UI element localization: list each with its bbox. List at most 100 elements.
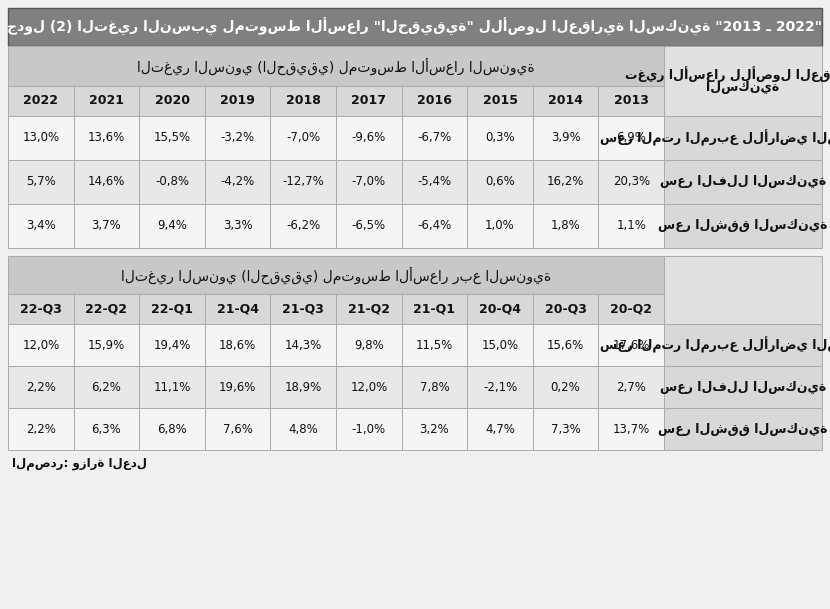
Text: 2,2%: 2,2% [26,423,56,435]
Text: 2016: 2016 [417,94,452,108]
Text: -6,5%: -6,5% [352,219,386,233]
Bar [533,324,598,366]
Bar [664,324,822,366]
Text: 2,7%: 2,7% [616,381,646,393]
Bar [139,86,205,116]
Text: 2017: 2017 [351,94,386,108]
Text: 20-Q3: 20-Q3 [544,303,587,315]
Text: 3,9%: 3,9% [551,132,580,144]
Bar [8,294,74,324]
Text: 2021: 2021 [89,94,124,108]
Bar [533,160,598,204]
Text: المصدر: وزارة العدل: المصدر: وزارة العدل [12,457,147,471]
Bar [271,408,336,450]
Text: 9,4%: 9,4% [157,219,187,233]
Text: 6,3%: 6,3% [91,423,121,435]
Text: 0,3%: 0,3% [486,132,515,144]
Text: السكنية: السكنية [706,82,779,94]
Text: 22-Q2: 22-Q2 [85,303,127,315]
Bar [139,116,205,160]
Bar [402,160,467,204]
Text: 15,9%: 15,9% [88,339,125,351]
Bar [533,86,598,116]
Bar [664,256,822,324]
Bar [139,204,205,248]
Text: 3,4%: 3,4% [26,219,56,233]
Bar [598,86,664,116]
Text: 2020: 2020 [154,94,189,108]
Bar [139,366,205,408]
Text: 7,6%: 7,6% [222,423,252,435]
Text: 0,2%: 0,2% [551,381,580,393]
Text: 6,2%: 6,2% [91,381,121,393]
Bar [402,204,467,248]
Text: 2014: 2014 [548,94,583,108]
Text: 7,3%: 7,3% [551,423,580,435]
Text: 13,0%: 13,0% [22,132,60,144]
Bar [467,204,533,248]
Bar [533,366,598,408]
Text: 2019: 2019 [220,94,255,108]
Text: -6,7%: -6,7% [417,132,452,144]
Bar [402,86,467,116]
Bar [336,160,402,204]
Text: 22-Q1: 22-Q1 [151,303,193,315]
Text: 3,3%: 3,3% [222,219,252,233]
Bar [336,116,402,160]
Text: 1,8%: 1,8% [551,219,580,233]
Text: -7,0%: -7,0% [352,175,386,189]
Bar [74,294,139,324]
Bar [598,160,664,204]
Bar [8,324,74,366]
Text: 21-Q1: 21-Q1 [413,303,456,315]
Text: 15,6%: 15,6% [547,339,584,351]
Bar [598,294,664,324]
Bar [467,294,533,324]
Bar [8,86,74,116]
Bar [74,204,139,248]
Bar [271,294,336,324]
Text: 0,6%: 0,6% [485,175,515,189]
Bar [271,116,336,160]
Bar [336,324,402,366]
Text: -1,0%: -1,0% [352,423,386,435]
Text: -5,4%: -5,4% [417,175,452,189]
Bar [598,324,664,366]
Text: سعر الفلل السكنية: سعر الفلل السكنية [660,175,826,189]
Bar [664,366,822,408]
Bar [8,204,74,248]
Bar [271,160,336,204]
Bar [598,204,664,248]
Bar [664,160,822,204]
Bar [664,46,822,116]
Bar [139,408,205,450]
Bar [402,294,467,324]
Bar [205,86,271,116]
Text: 5,7%: 5,7% [26,175,56,189]
Text: 1,1%: 1,1% [616,219,646,233]
Bar [8,46,664,86]
Bar [467,408,533,450]
Text: 12,0%: 12,0% [350,381,388,393]
Text: 12,0%: 12,0% [22,339,60,351]
Bar [336,408,402,450]
Text: 21-Q2: 21-Q2 [348,303,390,315]
Text: -6,4%: -6,4% [417,219,452,233]
Bar [74,86,139,116]
Bar [271,86,336,116]
Bar [336,204,402,248]
Bar [74,324,139,366]
Text: 6,9%: 6,9% [616,132,646,144]
Text: -12,7%: -12,7% [282,175,324,189]
Text: تغير الأسعار للأصول العقارية: تغير الأسعار للأصول العقارية [625,66,830,82]
Text: -0,8%: -0,8% [155,175,189,189]
Bar [8,256,664,294]
Bar [271,366,336,408]
Text: 13,6%: 13,6% [88,132,125,144]
Text: سعر المتر المربع للأراضي السكنية: سعر المتر المربع للأراضي السكنية [600,130,830,146]
Bar [664,408,822,450]
Text: 15,0%: 15,0% [481,339,519,351]
Bar [402,408,467,450]
Text: التغير السنوي (الحقيقي) لمتوسط الأسعار السنوية: التغير السنوي (الحقيقي) لمتوسط الأسعار ا… [137,57,535,75]
Bar [205,204,271,248]
